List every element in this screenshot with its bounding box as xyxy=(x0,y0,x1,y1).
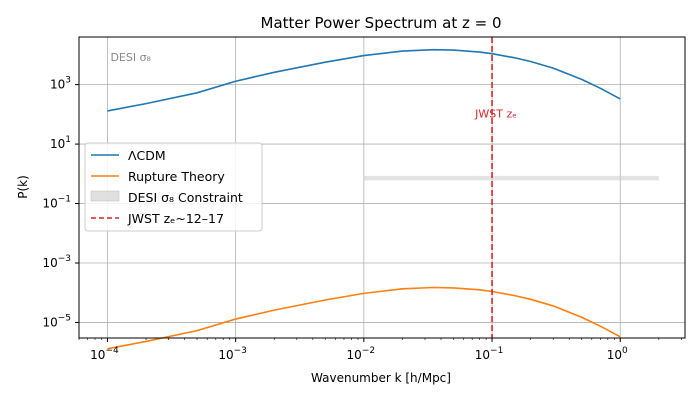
y-tick-label: 10−1 xyxy=(42,195,71,211)
x-tick-label: 10−4 xyxy=(90,346,119,362)
legend-label-desi: DESI σ₈ Constraint xyxy=(128,190,243,205)
y-axis-label: P(k) xyxy=(16,175,30,199)
series-line-1 xyxy=(107,286,621,350)
x-axis-label: Wavenumber k [h/Mpc] xyxy=(311,371,451,385)
series-layer xyxy=(107,48,621,350)
annotation-layer: DESI σ₈ JWST zₑ xyxy=(110,51,516,121)
plot-frame xyxy=(78,36,686,339)
annotation-1: JWST zₑ xyxy=(474,107,517,120)
y-tick-label: 103 xyxy=(50,76,71,92)
y-tick-label: 101 xyxy=(50,135,71,151)
legend-label-lcdm: ΛCDM xyxy=(128,148,166,163)
x-tick-label: 100 xyxy=(607,346,628,362)
legend-swatch-desi xyxy=(90,190,120,202)
band-layer xyxy=(363,175,659,181)
x-ticks: 10−4 10−3 10−2 10−1 100 xyxy=(78,338,682,362)
legend-box xyxy=(84,142,263,232)
y-tick-label: 10−5 xyxy=(42,313,71,329)
series-line-0 xyxy=(107,48,621,112)
annotation-0: DESI σ₈ xyxy=(110,51,151,64)
y-ticks: 10−5 10−3 10−1 101 103 xyxy=(42,76,79,329)
x-tick-label: 10−2 xyxy=(347,346,376,362)
x-tick-label: 10−1 xyxy=(475,346,504,362)
legend: ΛCDM Rupture Theory DESI σ₈ Constraint J… xyxy=(84,142,263,232)
desi-constraint-band xyxy=(363,175,659,181)
x-tick-label: 10−3 xyxy=(218,346,247,362)
legend-label-jwst: JWST zₑ~12–17 xyxy=(127,211,224,226)
chart-title: Matter Power Spectrum at z = 0 xyxy=(261,14,502,32)
legend-label-rupture: Rupture Theory xyxy=(128,169,225,184)
y-tick-label: 10−3 xyxy=(42,254,71,270)
